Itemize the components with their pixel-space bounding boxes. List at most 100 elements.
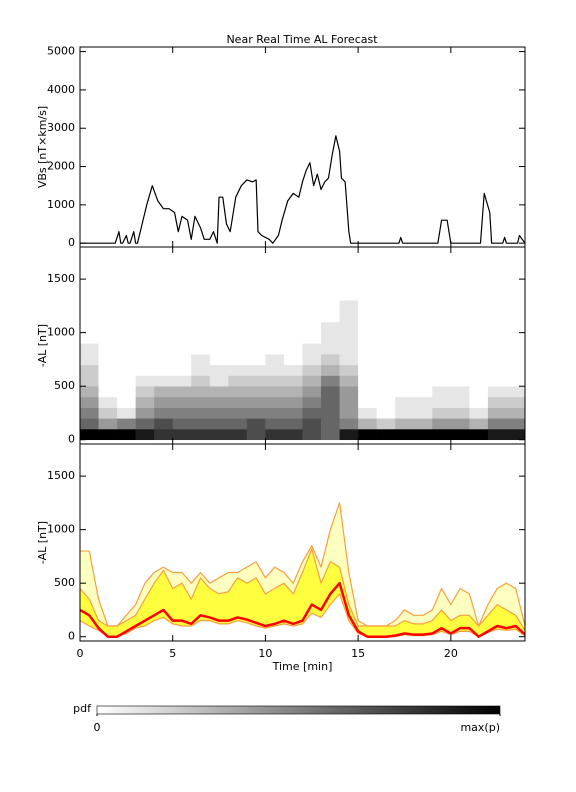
y-tick-label: 1500: [47, 272, 75, 285]
y-tick-label: 500: [54, 576, 75, 589]
heat-cell: [506, 407, 526, 419]
heat-cell: [376, 386, 396, 398]
heat-cell: [321, 364, 340, 376]
heat-cell: [450, 354, 470, 366]
heat-cell: [413, 418, 433, 430]
heat-cell: [154, 375, 174, 387]
heat-cell: [358, 343, 377, 355]
heat-cell: [469, 311, 489, 323]
heat-cell: [246, 364, 266, 376]
heat-cell: [450, 429, 470, 441]
heat-cell: [191, 418, 211, 430]
heat-cell: [172, 407, 192, 419]
heat-cell: [395, 300, 415, 312]
heat-cell: [302, 418, 322, 430]
heat-cell: [395, 429, 415, 441]
heat-cell: [117, 429, 136, 441]
heat-cell: [283, 332, 303, 344]
heat-cell: [191, 407, 211, 419]
heat-cell: [135, 364, 155, 376]
heat-cell: [98, 354, 118, 366]
heat-cell: [117, 354, 136, 366]
heat-cell: [321, 354, 340, 366]
heat-cell: [172, 364, 192, 376]
heat-cell: [117, 364, 136, 376]
heat-cell: [283, 429, 303, 441]
heat-cell: [135, 354, 155, 366]
heat-cell: [506, 364, 526, 376]
heat-cell: [469, 321, 489, 333]
heat-cell: [80, 311, 99, 323]
y-tick-label: 2000: [47, 160, 75, 173]
heat-cell: [358, 375, 377, 387]
heat-cell: [209, 429, 229, 441]
heat-cell: [432, 418, 452, 430]
heat-cell: [117, 311, 136, 323]
y-axis-label: VBs [nT×km/s]: [36, 106, 49, 188]
heat-cell: [469, 364, 489, 376]
heat-cell: [358, 332, 377, 344]
y-tick-label: 3000: [47, 121, 75, 134]
colorbar-label: pdf: [73, 702, 92, 715]
heat-cell: [302, 311, 322, 323]
heat-cell: [395, 386, 415, 398]
heat-cell: [265, 429, 285, 441]
heat-cell: [413, 332, 433, 344]
heat-cell: [154, 311, 174, 323]
heat-cell: [172, 418, 192, 430]
heat-cell: [80, 386, 99, 398]
heat-cell: [246, 418, 266, 430]
heat-cell: [191, 364, 211, 376]
heat-cell: [80, 364, 99, 376]
band-area: [80, 548, 525, 637]
heat-cell: [506, 343, 526, 355]
heat-cell: [432, 407, 452, 419]
heat-cell: [154, 354, 174, 366]
heat-cell: [413, 396, 433, 408]
y-tick-label: 0: [68, 236, 75, 249]
heat-cell: [209, 364, 229, 376]
heat-cell: [487, 386, 507, 398]
heat-cell: [283, 311, 303, 323]
heat-cell: [395, 364, 415, 376]
heat-cell: [228, 311, 248, 323]
data-line: [79, 581, 526, 638]
heat-cell: [376, 343, 396, 355]
heat-cell: [432, 375, 452, 387]
heat-cell: [246, 407, 266, 419]
heat-cell: [469, 343, 489, 355]
heat-cell: [154, 321, 174, 333]
heat-cell: [487, 396, 507, 408]
heat-cell: [432, 386, 452, 398]
heat-cell: [358, 386, 377, 398]
heat-cell: [191, 332, 211, 344]
heat-cell: [117, 386, 136, 398]
heat-cell: [450, 375, 470, 387]
heat-cell: [450, 321, 470, 333]
heat-cell: [339, 332, 359, 344]
heat-cell: [172, 332, 192, 344]
heat-cell: [487, 407, 507, 419]
heat-cell: [283, 354, 303, 366]
heat-cell: [228, 321, 248, 333]
heat-cell: [432, 343, 452, 355]
heat-cell: [413, 343, 433, 355]
heat-cell: [450, 311, 470, 323]
heat-cell: [395, 343, 415, 355]
heat-cell: [80, 332, 99, 344]
heat-cell: [265, 354, 285, 366]
heat-cell: [302, 386, 322, 398]
heat-cell: [450, 300, 470, 312]
y-tick-label: 1000: [47, 523, 75, 536]
heat-cell: [339, 375, 359, 387]
heat-cell: [98, 375, 118, 387]
heat-cell: [358, 418, 377, 430]
heat-cell: [358, 407, 377, 419]
y-axis-label: -AL [nT]: [36, 324, 49, 367]
heat-cell: [321, 375, 340, 387]
colorbar: [96, 705, 501, 715]
heat-cell: [321, 386, 340, 398]
heat-cell: [98, 407, 118, 419]
heat-cell: [376, 311, 396, 323]
heat-cell: [246, 386, 266, 398]
